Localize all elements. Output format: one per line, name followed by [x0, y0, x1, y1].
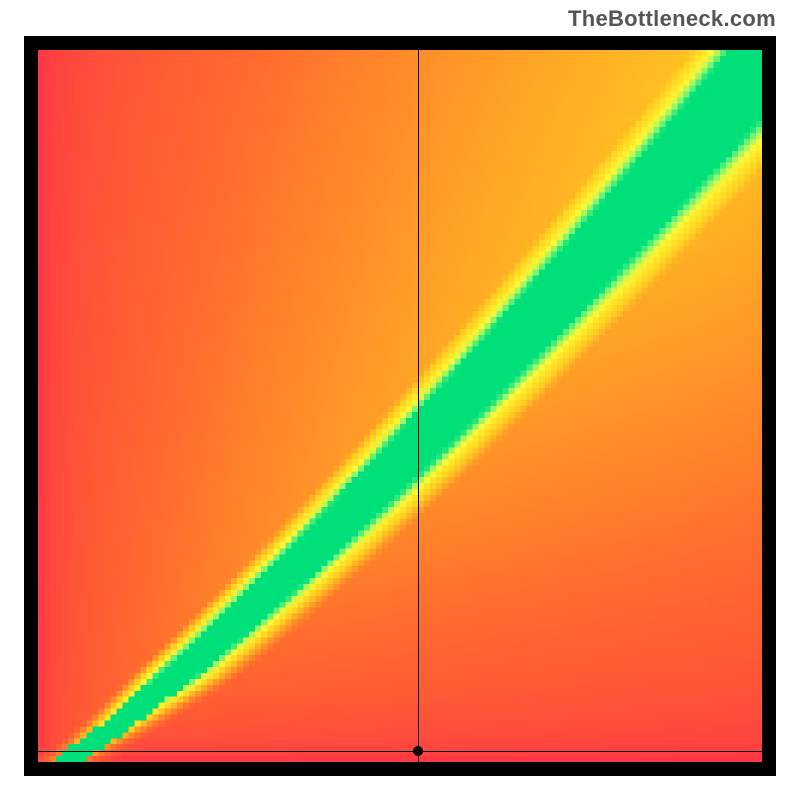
- chart-container: TheBottleneck.com: [0, 0, 800, 800]
- crosshair-vertical: [418, 50, 419, 762]
- crosshair-horizontal: [38, 751, 762, 752]
- bottleneck-heatmap: [38, 50, 762, 762]
- watermark-text: TheBottleneck.com: [568, 6, 776, 32]
- crosshair-marker: [413, 746, 423, 756]
